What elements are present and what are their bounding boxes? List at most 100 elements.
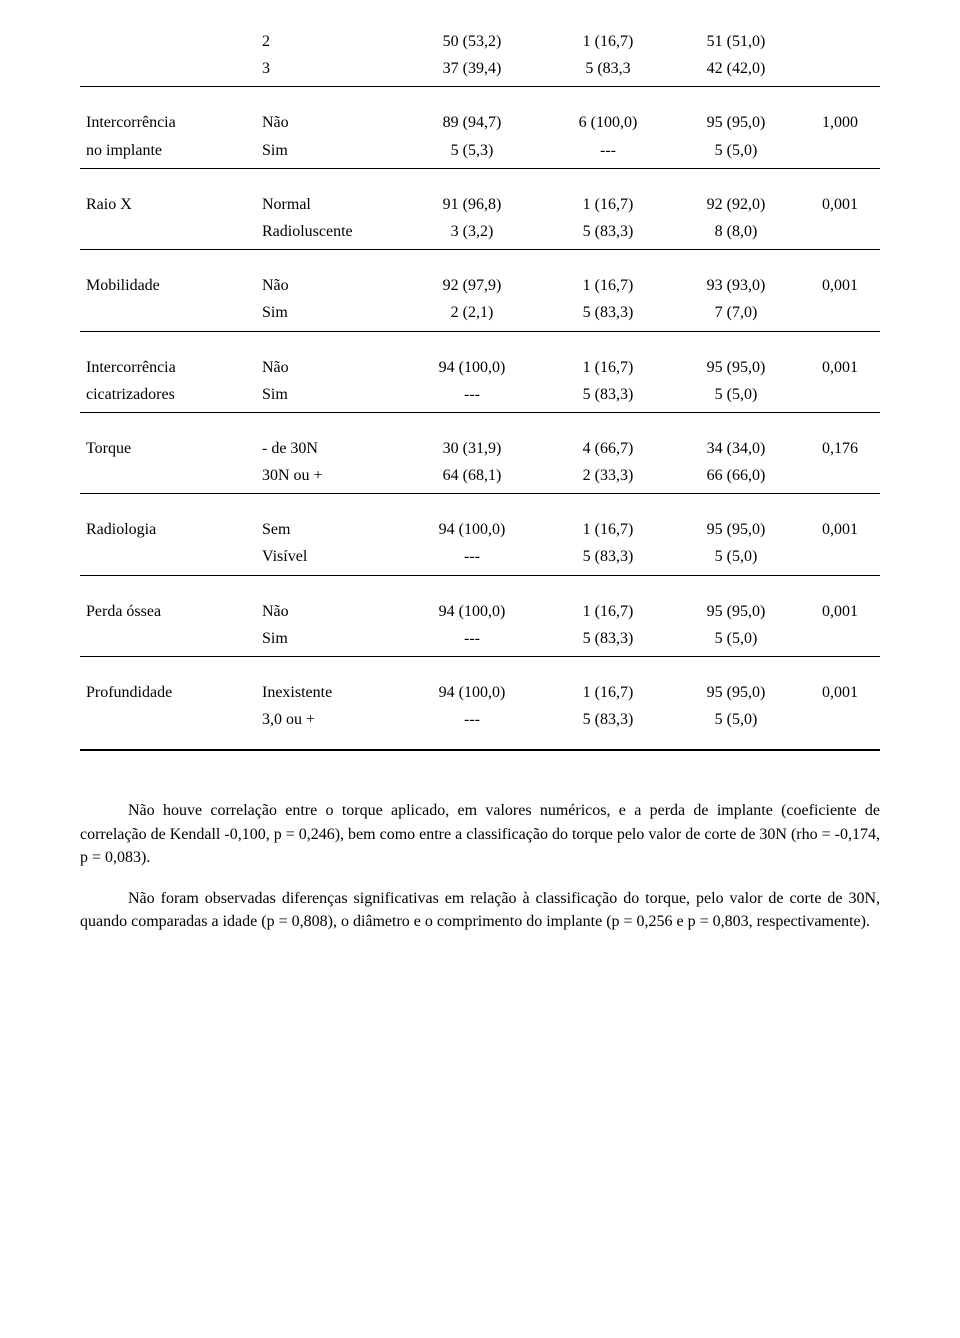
row-pvalue: 0,176 <box>800 435 880 462</box>
table-row: Torque- de 30N30 (31,9)4 (66,7)34 (34,0)… <box>80 435 880 462</box>
row-value-b: 1 (16,7) <box>544 191 672 218</box>
table-spacer <box>80 733 880 745</box>
row-label: Radiologia <box>80 516 256 543</box>
row-value-b: 2 (33,3) <box>544 462 672 489</box>
row-label: cicatrizadores <box>80 381 256 408</box>
row-value-c: 92 (92,0) <box>672 191 800 218</box>
table-row: Raio XNormal91 (96,8)1 (16,7)92 (92,0)0,… <box>80 191 880 218</box>
table-rule <box>80 745 880 750</box>
row-label <box>80 462 256 489</box>
table-row: Visível---5 (83,3)5 (5,0) <box>80 543 880 570</box>
row-value-b: 5 (83,3 <box>544 55 672 82</box>
row-label: Intercorrência <box>80 109 256 136</box>
table-row: 30N ou +64 (68,1)2 (33,3)66 (66,0) <box>80 462 880 489</box>
row-value-c: 7 (7,0) <box>672 299 800 326</box>
row-label <box>80 299 256 326</box>
row-value-b: 1 (16,7) <box>544 28 672 55</box>
row-label <box>80 706 256 733</box>
row-value-c: 66 (66,0) <box>672 462 800 489</box>
row-value-c: 5 (5,0) <box>672 543 800 570</box>
row-label: Intercorrência <box>80 354 256 381</box>
row-category: Sem <box>256 516 400 543</box>
row-category: Não <box>256 598 400 625</box>
row-value-a: --- <box>400 543 544 570</box>
row-value-a: 91 (96,8) <box>400 191 544 218</box>
row-label: Profundidade <box>80 679 256 706</box>
row-value-a: 94 (100,0) <box>400 516 544 543</box>
row-pvalue <box>800 543 880 570</box>
row-value-b: 6 (100,0) <box>544 109 672 136</box>
table-row: 250 (53,2)1 (16,7)51 (51,0) <box>80 28 880 55</box>
row-label <box>80 543 256 570</box>
table-row: IntercorrênciaNão94 (100,0)1 (16,7)95 (9… <box>80 354 880 381</box>
row-value-c: 95 (95,0) <box>672 109 800 136</box>
row-pvalue: 0,001 <box>800 354 880 381</box>
row-value-b: --- <box>544 137 672 164</box>
row-value-b: 5 (83,3) <box>544 706 672 733</box>
table-spacer <box>80 168 880 191</box>
row-value-c: 8 (8,0) <box>672 218 800 245</box>
row-label: Mobilidade <box>80 272 256 299</box>
row-value-a: 89 (94,7) <box>400 109 544 136</box>
row-value-a: 2 (2,1) <box>400 299 544 326</box>
row-value-a: 94 (100,0) <box>400 354 544 381</box>
row-pvalue: 0,001 <box>800 516 880 543</box>
row-value-b: 1 (16,7) <box>544 516 672 543</box>
row-label <box>80 55 256 82</box>
row-label: no implante <box>80 137 256 164</box>
row-value-c: 5 (5,0) <box>672 706 800 733</box>
row-pvalue: 0,001 <box>800 679 880 706</box>
row-pvalue: 1,000 <box>800 109 880 136</box>
table-spacer <box>80 412 880 435</box>
table-spacer <box>80 657 880 680</box>
table-row: no implanteSim5 (5,3)---5 (5,0) <box>80 137 880 164</box>
table-row: Sim---5 (83,3)5 (5,0) <box>80 625 880 652</box>
row-value-c: 42 (42,0) <box>672 55 800 82</box>
row-category: Normal <box>256 191 400 218</box>
paragraph: Não houve correlação entre o torque apli… <box>80 799 880 869</box>
row-value-c: 95 (95,0) <box>672 679 800 706</box>
row-value-c: 95 (95,0) <box>672 516 800 543</box>
row-value-b: 1 (16,7) <box>544 679 672 706</box>
table-row: 337 (39,4)5 (83,342 (42,0) <box>80 55 880 82</box>
row-value-c: 5 (5,0) <box>672 625 800 652</box>
row-value-b: 1 (16,7) <box>544 598 672 625</box>
row-label <box>80 625 256 652</box>
row-category: Sim <box>256 299 400 326</box>
row-category: 30N ou + <box>256 462 400 489</box>
row-category: 2 <box>256 28 400 55</box>
row-category: 3 <box>256 55 400 82</box>
row-value-b: 5 (83,3) <box>544 625 672 652</box>
row-pvalue <box>800 218 880 245</box>
row-label: Perda óssea <box>80 598 256 625</box>
row-category: Sim <box>256 381 400 408</box>
table-row: ProfundidadeInexistente94 (100,0)1 (16,7… <box>80 679 880 706</box>
row-value-a: 94 (100,0) <box>400 679 544 706</box>
page: 250 (53,2)1 (16,7)51 (51,0)337 (39,4)5 (… <box>0 0 960 1338</box>
row-pvalue <box>800 28 880 55</box>
row-value-a: 30 (31,9) <box>400 435 544 462</box>
body-text: Não houve correlação entre o torque apli… <box>80 799 880 933</box>
table-spacer <box>80 331 880 354</box>
table-row: 3,0 ou +---5 (83,3)5 (5,0) <box>80 706 880 733</box>
table-row: IntercorrênciaNão89 (94,7)6 (100,0)95 (9… <box>80 109 880 136</box>
row-value-a: 3 (3,2) <box>400 218 544 245</box>
row-value-c: 95 (95,0) <box>672 598 800 625</box>
row-category: Não <box>256 272 400 299</box>
row-pvalue <box>800 462 880 489</box>
row-value-b: 5 (83,3) <box>544 299 672 326</box>
table-row: Radioluscente3 (3,2)5 (83,3)8 (8,0) <box>80 218 880 245</box>
row-pvalue <box>800 55 880 82</box>
row-value-b: 5 (83,3) <box>544 543 672 570</box>
table-spacer <box>80 250 880 273</box>
row-category: Não <box>256 109 400 136</box>
row-value-a: 50 (53,2) <box>400 28 544 55</box>
row-value-c: 5 (5,0) <box>672 381 800 408</box>
row-value-a: 5 (5,3) <box>400 137 544 164</box>
row-category: Sim <box>256 625 400 652</box>
row-label: Torque <box>80 435 256 462</box>
row-pvalue <box>800 381 880 408</box>
table-spacer <box>80 87 880 110</box>
row-pvalue: 0,001 <box>800 598 880 625</box>
row-value-b: 1 (16,7) <box>544 354 672 381</box>
